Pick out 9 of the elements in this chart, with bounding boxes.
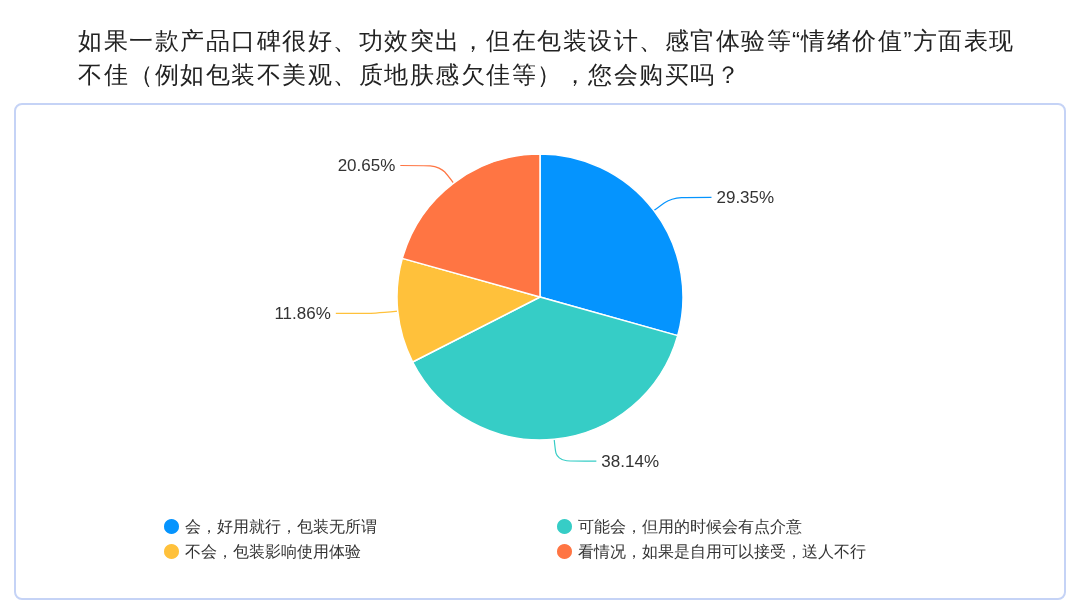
legend-label: 可能会，但用的时候会有点介意 <box>578 518 802 535</box>
data-label: 29.35% <box>716 187 775 207</box>
legend-label: 不会，包装影响使用体验 <box>185 543 361 560</box>
data-label: 20.65% <box>337 156 396 176</box>
legend-label: 看情况，如果是自用可以接受，送人不行 <box>578 543 866 560</box>
legend-label: 会，好用就行，包装无所谓 <box>185 518 377 535</box>
data-label: 38.14% <box>601 451 660 471</box>
data-label: 11.86% <box>274 303 331 323</box>
chart-title: 如果一款产品口碑很好、功效突出，但在包装设计、感官体验等“情绪价值”方面表现不佳（例如包装不美观、质地肤感欠佳等），您会购买吗？ <box>78 26 1016 90</box>
